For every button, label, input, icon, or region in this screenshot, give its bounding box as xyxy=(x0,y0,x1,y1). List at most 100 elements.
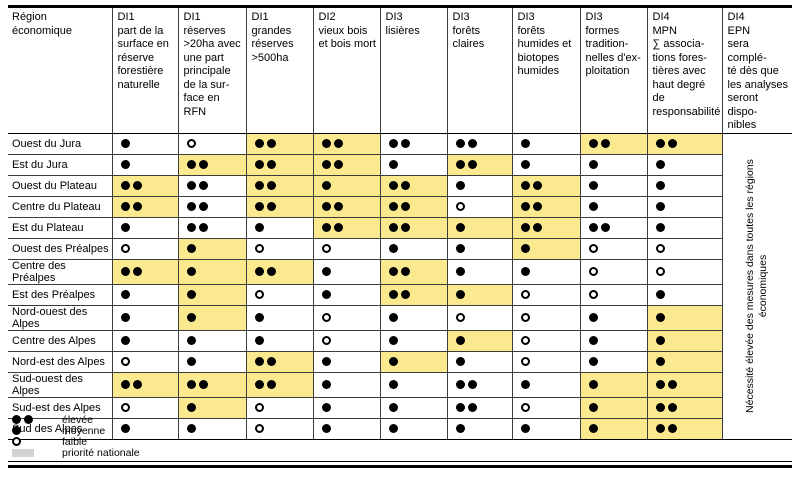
filled-dot-icon xyxy=(321,138,331,148)
priority-cell xyxy=(245,153,313,175)
priority-cell xyxy=(646,396,722,418)
priority-cell xyxy=(245,133,313,154)
filled-dot-icon xyxy=(120,379,130,389)
priority-cell xyxy=(312,237,380,259)
filled-dot-icon xyxy=(388,289,398,299)
priority-dots xyxy=(254,243,264,253)
priority-cell xyxy=(446,174,512,196)
priority-cell xyxy=(245,329,313,351)
filled-dot-icon xyxy=(132,180,142,190)
filled-dot-icon xyxy=(388,266,398,276)
filled-dot-icon xyxy=(400,289,410,299)
priority-cell xyxy=(579,153,647,175)
region-label: Centre du Plateau xyxy=(8,195,112,217)
priority-cell xyxy=(646,133,722,154)
priority-cell xyxy=(446,237,512,259)
filled-dot-icon xyxy=(532,180,542,190)
priority-dots xyxy=(186,356,196,366)
priority-dots xyxy=(655,423,677,433)
open-dot-icon xyxy=(455,201,465,211)
priority-dots xyxy=(254,180,276,190)
filled-dot-icon xyxy=(266,201,276,211)
priority-cell xyxy=(511,371,580,397)
priority-cell xyxy=(579,283,647,305)
filled-dot-icon xyxy=(655,138,665,148)
filled-dot-icon xyxy=(655,423,665,433)
epn-note-cell: Nécessité élevée des mesures dans toutes… xyxy=(721,133,792,440)
filled-dot-icon xyxy=(467,402,477,412)
priority-cell xyxy=(511,133,580,154)
filled-dot-icon xyxy=(12,426,21,435)
priority-cell xyxy=(177,237,246,259)
filled-dot-icon xyxy=(455,423,465,433)
priority-cell xyxy=(111,396,178,418)
priority-dots xyxy=(321,335,331,345)
priority-cell xyxy=(579,417,647,440)
region-label: Est du Jura xyxy=(8,153,112,175)
filled-dot-icon xyxy=(520,266,530,276)
filled-dot-icon xyxy=(655,180,665,190)
filled-dot-icon xyxy=(254,159,264,169)
priority-dots xyxy=(455,201,465,211)
region-label: Centre des Préalpes xyxy=(8,258,112,284)
priority-dots xyxy=(520,180,542,190)
priority-dots xyxy=(520,379,530,389)
filled-dot-icon xyxy=(400,180,410,190)
priority-dots xyxy=(186,289,196,299)
national-priority-swatch-icon xyxy=(12,448,34,457)
filled-dot-icon xyxy=(588,201,598,211)
priority-dots xyxy=(655,379,677,389)
filled-dot-icon xyxy=(455,356,465,366)
priority-dots xyxy=(120,201,142,211)
priority-cell xyxy=(511,153,580,175)
filled-dot-icon xyxy=(655,222,665,232)
column-header-7: DI3 forêts humides et biotopes humides xyxy=(511,6,580,134)
priority-cell xyxy=(379,350,447,372)
filled-dot-icon xyxy=(588,159,598,169)
open-dot-icon xyxy=(254,402,264,412)
priority-dots xyxy=(254,379,276,389)
filled-dot-icon xyxy=(655,201,665,211)
priority-dots xyxy=(388,423,398,433)
filled-dot-icon xyxy=(266,138,276,148)
priority-cell xyxy=(111,133,178,154)
priority-dots xyxy=(520,289,530,299)
filled-dot-icon xyxy=(388,201,398,211)
filled-dot-icon xyxy=(321,266,331,276)
column-header-2: DI1 réserves >20ha avec une part princip… xyxy=(177,6,246,134)
priority-dots xyxy=(254,138,276,148)
priority-cell xyxy=(312,216,380,238)
table-row: Sud-ouest des Alpes xyxy=(8,371,792,397)
priority-dots xyxy=(455,138,477,148)
filled-dot-icon xyxy=(120,201,130,211)
filled-dot-icon xyxy=(600,138,610,148)
priority-cell xyxy=(111,417,178,440)
filled-dot-icon xyxy=(186,289,196,299)
filled-dot-icon xyxy=(321,289,331,299)
priority-cell xyxy=(111,283,178,305)
priority-cell xyxy=(245,350,313,372)
priority-dots xyxy=(588,159,598,169)
priority-dots xyxy=(321,402,331,412)
priority-dots xyxy=(120,180,142,190)
priority-cell xyxy=(511,417,580,440)
filled-dot-icon xyxy=(254,379,264,389)
filled-dot-icon xyxy=(667,138,677,148)
filled-dot-icon xyxy=(186,243,196,253)
priority-dots xyxy=(120,266,142,276)
column-header-8: DI3 formes tradition- nelles d'ex- ploit… xyxy=(579,6,647,134)
filled-dot-icon xyxy=(388,138,398,148)
priority-dots xyxy=(321,423,331,433)
bottom-rule xyxy=(8,461,792,468)
priority-cell xyxy=(511,396,580,418)
priority-dots xyxy=(655,312,665,322)
filled-dot-icon xyxy=(455,379,465,389)
filled-dot-icon xyxy=(254,335,264,345)
priority-cell xyxy=(579,195,647,217)
filled-dot-icon xyxy=(588,312,598,322)
filled-dot-icon xyxy=(667,423,677,433)
priority-cell xyxy=(245,304,313,330)
filled-dot-icon xyxy=(520,423,530,433)
priority-cell xyxy=(446,216,512,238)
filled-dot-icon xyxy=(388,423,398,433)
